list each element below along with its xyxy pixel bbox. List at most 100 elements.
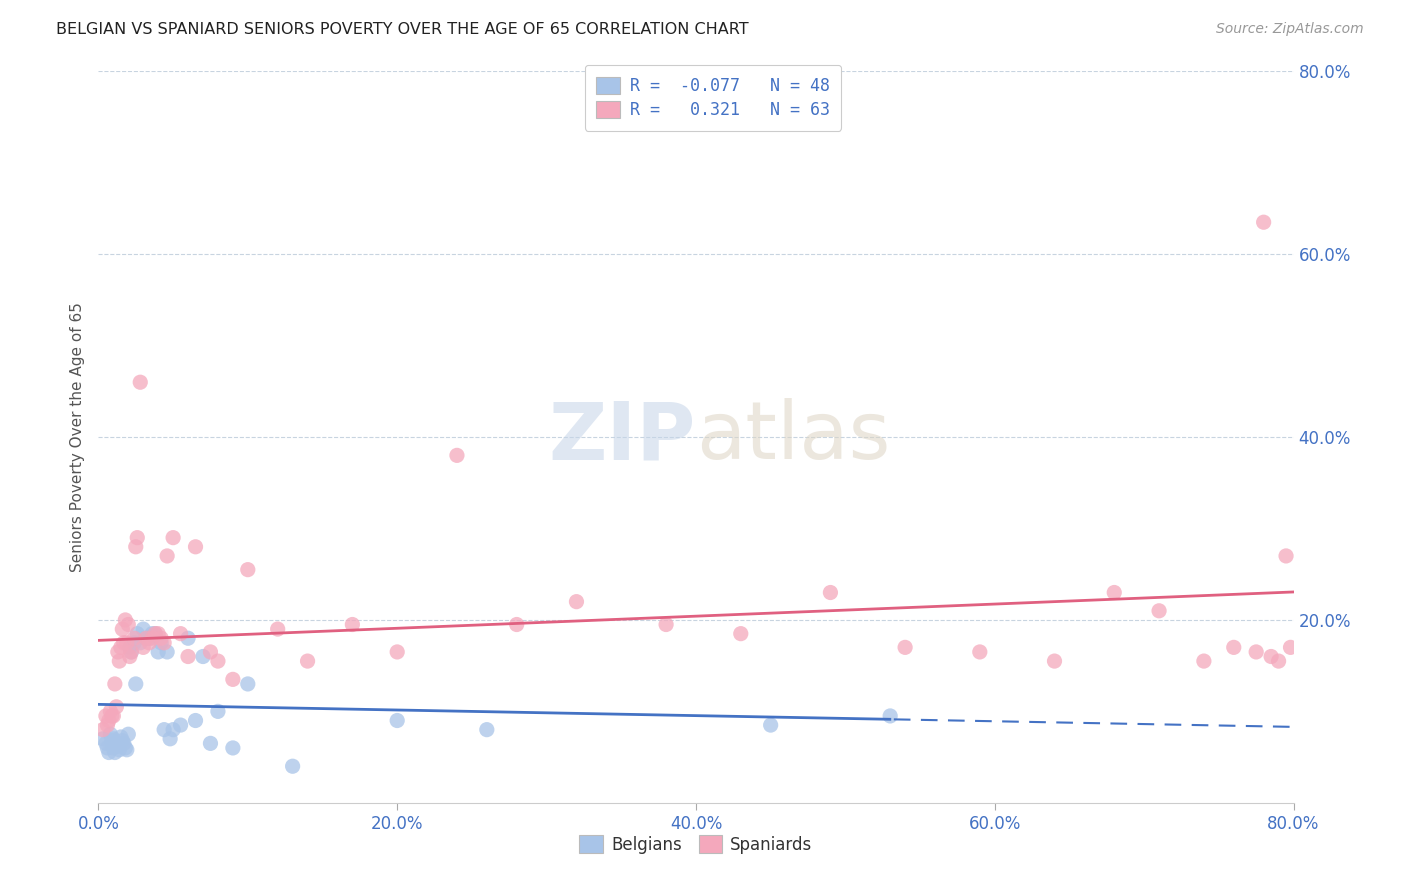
Point [101, 709, 124, 723]
Point [153, 636, 176, 650]
Point [150, 636, 173, 650]
Point [101, 733, 124, 747]
Point [385, 714, 409, 728]
Point [222, 673, 245, 687]
Point [969, 645, 991, 659]
Point [125, 677, 148, 691]
Point [1275, 549, 1298, 563]
Point [118, 640, 141, 655]
Point [236, 677, 259, 691]
Point [150, 632, 173, 646]
Point [96, 740, 118, 755]
Y-axis label: Seniors Poverty Over the Age of 65: Seniors Poverty Over the Age of 65 [69, 302, 84, 572]
Point [127, 531, 149, 545]
Point [200, 736, 222, 750]
Point [98, 705, 122, 719]
Point [108, 654, 131, 668]
Point [96, 718, 118, 732]
Point [153, 723, 176, 737]
Point [94, 709, 117, 723]
Text: atlas: atlas [696, 398, 890, 476]
Point [207, 654, 229, 668]
Text: Source: ZipAtlas.com: Source: ZipAtlas.com [1216, 22, 1364, 37]
Point [124, 632, 146, 646]
Point [138, 636, 160, 650]
Point [1253, 215, 1275, 229]
Point [156, 645, 179, 659]
Point [162, 531, 184, 545]
Point [730, 626, 752, 640]
Point [111, 733, 134, 747]
Point [105, 699, 128, 714]
Point [115, 636, 138, 650]
Point [94, 736, 117, 750]
Point [115, 743, 138, 757]
Point [120, 645, 142, 659]
Point [1043, 654, 1066, 668]
Point [104, 677, 127, 691]
Point [108, 743, 131, 757]
Point [107, 739, 129, 753]
Point [177, 649, 200, 664]
Point [169, 626, 191, 640]
Point [97, 746, 120, 760]
Point [207, 705, 229, 719]
Point [91, 723, 114, 737]
Point [342, 617, 364, 632]
Point [143, 626, 166, 640]
Point [114, 740, 136, 755]
Point [1244, 645, 1267, 659]
Point [148, 645, 170, 659]
Point [98, 727, 122, 741]
Point [475, 723, 498, 737]
Point [103, 709, 125, 723]
Point [132, 640, 155, 655]
Point [184, 714, 207, 728]
Legend: Belgians, Spaniards: Belgians, Spaniards [572, 829, 820, 860]
Point [1279, 640, 1302, 655]
Point [281, 759, 304, 773]
Point [655, 617, 678, 632]
Point [385, 645, 409, 659]
Point [169, 718, 191, 732]
Point [125, 540, 148, 554]
Point [148, 626, 170, 640]
Point [297, 654, 319, 668]
Point [143, 626, 166, 640]
Point [446, 448, 468, 462]
Point [97, 714, 120, 728]
Point [112, 636, 135, 650]
Point [879, 709, 901, 723]
Point [759, 718, 782, 732]
Point [117, 617, 139, 632]
Point [1104, 585, 1126, 599]
Point [184, 540, 207, 554]
Point [1267, 654, 1289, 668]
Point [107, 645, 129, 659]
Point [177, 632, 200, 646]
Point [894, 640, 917, 655]
Point [1260, 649, 1282, 664]
Point [117, 727, 139, 741]
Point [135, 632, 157, 646]
Point [135, 632, 157, 646]
Point [506, 617, 529, 632]
Point [159, 731, 181, 746]
Point [820, 585, 842, 599]
Point [112, 736, 135, 750]
Point [114, 613, 136, 627]
Point [111, 622, 134, 636]
Point [141, 632, 163, 646]
Text: BELGIAN VS SPANIARD SENIORS POVERTY OVER THE AGE OF 65 CORRELATION CHART: BELGIAN VS SPANIARD SENIORS POVERTY OVER… [56, 22, 749, 37]
Point [110, 640, 132, 655]
Point [156, 549, 179, 563]
Point [132, 622, 155, 636]
Point [138, 632, 160, 646]
Point [222, 740, 245, 755]
Point [236, 563, 259, 577]
Point [127, 626, 149, 640]
Point [1147, 604, 1170, 618]
Point [103, 740, 125, 755]
Point [200, 645, 222, 659]
Point [104, 746, 127, 760]
